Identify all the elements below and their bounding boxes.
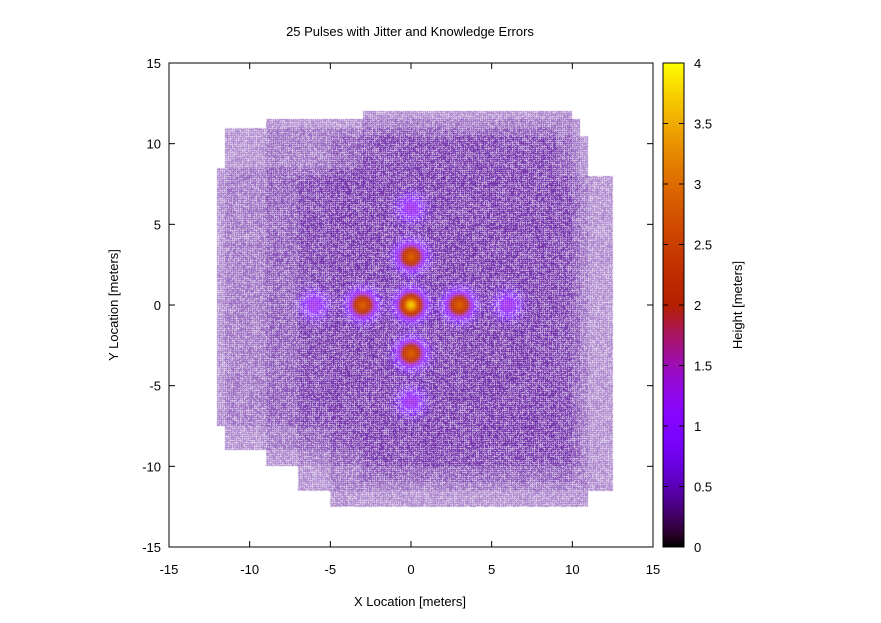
plot-area (168, 62, 654, 548)
x-tick-label: 15 (646, 562, 660, 577)
chart-title: 25 Pulses with Jitter and Knowledge Erro… (286, 24, 534, 39)
y-tick-label: -5 (149, 379, 161, 394)
x-axis-label: X Location [meters] (354, 594, 466, 609)
colorbar-tick-label: 4 (694, 56, 701, 71)
y-axis-label: Y Location [meters] (106, 249, 121, 361)
x-axis: -15 -10 -5 0 5 10 15 (160, 63, 660, 577)
x-tick-label: -15 (160, 562, 179, 577)
colorbar-tick-label: 3.5 (694, 117, 712, 132)
y-tick-label: 15 (147, 56, 161, 71)
colorbar-tick-label: 0 (694, 540, 701, 555)
y-tick-label: 0 (154, 298, 161, 313)
colorbar-tick-label: 2.5 (694, 238, 712, 253)
y-tick-label: -10 (142, 459, 161, 474)
colorbar-tick-label: 0.5 (694, 480, 712, 495)
x-tick-label: 5 (488, 562, 495, 577)
x-tick-label: 0 (407, 562, 414, 577)
colorbar-tick-label: 2 (694, 298, 701, 313)
y-tick-label: 5 (154, 217, 161, 232)
y-axis: -15 -10 -5 0 5 10 15 (142, 56, 653, 555)
x-tick-label: -10 (240, 562, 259, 577)
colorbar-tick-label: 3 (694, 177, 701, 192)
colorbar-tick-label: 1.5 (694, 359, 712, 374)
colorbar-tick-label: 1 (694, 419, 701, 434)
x-tick-label: 10 (565, 562, 579, 577)
y-tick-label: -15 (142, 540, 161, 555)
colorbar-label: Height [meters] (730, 261, 745, 349)
colorbar: 0 0.5 1 1.5 2 2.5 3 3.5 4 (662, 56, 712, 555)
y-tick-label: 10 (147, 137, 161, 152)
heatmap-image (169, 63, 653, 547)
x-tick-label: -5 (325, 562, 337, 577)
